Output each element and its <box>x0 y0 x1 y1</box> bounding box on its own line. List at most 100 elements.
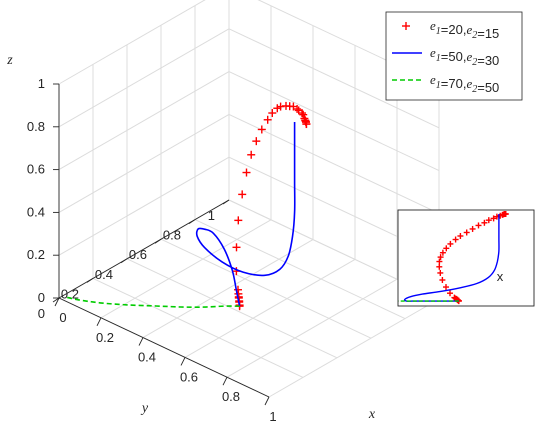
inset-point <box>447 290 453 297</box>
grid-line <box>194 219 406 320</box>
grid-line <box>184 258 356 358</box>
inset-point <box>437 254 444 261</box>
inset-point <box>436 258 443 265</box>
inset-series <box>398 211 509 305</box>
inset-point <box>451 294 458 301</box>
z-tick-label: 0.8 <box>27 119 45 134</box>
inset-frame <box>397 209 535 307</box>
y-axis-label: y <box>140 401 149 416</box>
inset-label: x <box>497 269 504 284</box>
inset-point <box>443 284 449 291</box>
grid-line <box>58 156 230 256</box>
inset-point <box>485 217 492 224</box>
y-tick-mark <box>120 258 128 264</box>
inset-panel: x <box>397 209 535 307</box>
grid-line <box>160 238 372 339</box>
inset-point <box>481 219 488 226</box>
z-tick-label: 1 <box>38 76 45 91</box>
y-tick-mark <box>222 199 230 205</box>
data-point <box>247 150 256 159</box>
inset-point <box>447 240 454 247</box>
inset-point <box>439 249 446 256</box>
x-tick-mark <box>54 297 60 307</box>
axis-labels: x y z <box>6 53 376 422</box>
inset-point <box>463 229 470 236</box>
x-tick-label: 0.8 <box>222 389 240 404</box>
grid-line <box>58 71 230 171</box>
legend-marker <box>402 22 410 30</box>
data-point <box>299 110 308 119</box>
inset-point <box>439 277 446 283</box>
x-tick-label: 0.4 <box>138 350 156 365</box>
legend-item: e1=20,e2=15 <box>402 18 499 41</box>
grid-line <box>100 219 272 319</box>
z-tick-label: 0.6 <box>27 162 45 177</box>
legend-item: e1=50,e2=30 <box>392 45 499 68</box>
y-tick-label: 0.4 <box>95 267 113 282</box>
legend-label: e1=50,e2=30 <box>430 45 499 68</box>
data-point <box>232 243 241 252</box>
data-point <box>257 125 266 134</box>
x-tick-label: 1 <box>269 409 276 424</box>
data-point <box>302 120 311 129</box>
data-point <box>234 216 243 225</box>
inset-line-1 <box>403 214 500 302</box>
grid-line <box>58 28 230 128</box>
data-point <box>298 109 306 118</box>
y-tick-label: 0.8 <box>163 228 181 243</box>
data-point <box>238 190 247 199</box>
grid-line <box>228 28 440 129</box>
z-tick-label: 0 <box>38 290 45 305</box>
y-tick-label: 0.6 <box>129 247 147 262</box>
y-tick-mark <box>86 278 94 283</box>
data-point <box>234 285 242 294</box>
inset-point <box>490 215 497 222</box>
axis-ticks: 0 0.2 0.4 0.6 0.8 1 0 0.2 0.4 0.6 0.8 1 0 0.2 0.4 0.6 0.… <box>27 76 277 424</box>
x-axis-line <box>58 297 270 398</box>
inset-point <box>452 236 459 243</box>
data-point <box>268 109 277 118</box>
grid-line <box>126 258 338 359</box>
inset-point <box>475 222 482 229</box>
inset-point <box>436 263 443 270</box>
legend: e1=20,e2=15 e1=50,e2=30 e1=70,e2=50 <box>385 11 523 101</box>
y-tick-label: 0 <box>38 306 45 321</box>
data-series <box>64 101 311 311</box>
x-tick-label: 0.2 <box>96 330 114 345</box>
series-line-2 <box>64 296 240 308</box>
x-tick-label: 0 <box>59 310 66 325</box>
inset-point <box>443 245 450 252</box>
legend-label: e1=70,e2=50 <box>430 72 499 95</box>
inset-point <box>469 225 476 232</box>
y-tick-mark <box>154 238 162 244</box>
legend-label: e1=20,e2=15 <box>430 18 499 41</box>
x-tick-label: 0.6 <box>180 369 198 384</box>
z-axis-label: z <box>6 53 13 68</box>
x-tick-mark <box>138 337 144 346</box>
grid-line <box>92 277 304 378</box>
x-tick-mark <box>96 317 102 327</box>
series-line-1 <box>195 122 296 307</box>
y-tick-mark <box>188 219 196 224</box>
grid-line <box>58 113 230 213</box>
y-tick-label: 1 <box>208 208 215 223</box>
inset-point <box>437 269 444 276</box>
legend-item: e1=70,e2=50 <box>392 72 499 95</box>
data-point <box>252 137 261 146</box>
data-point <box>293 104 302 113</box>
grid-line <box>228 71 440 172</box>
z-tick-label: 0.2 <box>27 247 45 262</box>
z-tick-label: 0.4 <box>27 204 45 219</box>
data-point <box>242 168 251 177</box>
grid-line <box>142 239 314 339</box>
grid-line <box>226 278 398 378</box>
y-tick-mark <box>52 297 60 303</box>
inset-point <box>502 211 509 217</box>
axes-grid <box>58 0 440 398</box>
x-tick-mark <box>264 396 270 406</box>
x-tick-mark <box>222 376 228 386</box>
y-tick-label: 0.2 <box>61 286 79 301</box>
grid-line <box>58 0 206 85</box>
x-tick-mark <box>180 357 186 366</box>
